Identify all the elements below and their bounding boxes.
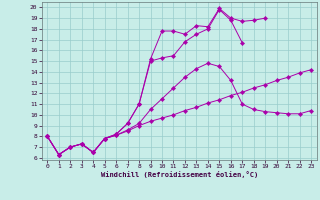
X-axis label: Windchill (Refroidissement éolien,°C): Windchill (Refroidissement éolien,°C) xyxy=(100,171,258,178)
